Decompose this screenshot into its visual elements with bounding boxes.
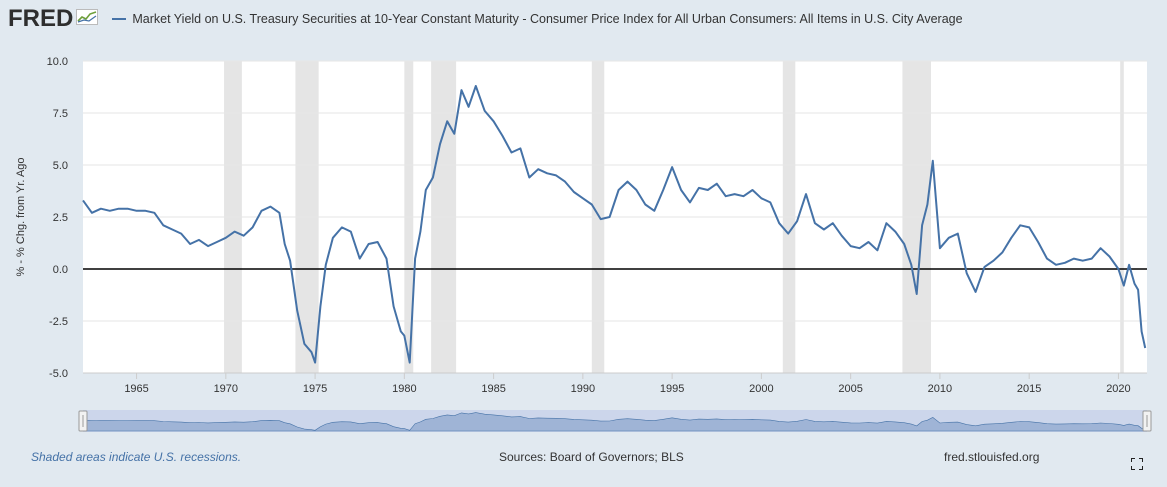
y-tick-label: -2.5 xyxy=(49,316,68,328)
y-axis: 10.0 7.5 5.0 2.5 0.0 -2.5 -5.0 xyxy=(47,56,68,380)
x-tick-label: 2015 xyxy=(1017,383,1041,395)
x-tick-label: 1990 xyxy=(571,383,595,395)
x-tick-label: 1980 xyxy=(392,383,416,395)
sources-text: Sources: Board of Governors; BLS xyxy=(499,450,684,464)
fred-logo[interactable]: FRED xyxy=(8,5,99,33)
y-tick-label: 10.0 xyxy=(47,56,68,68)
y-tick-label: 5.0 xyxy=(53,160,68,172)
x-axis: 1965 1970 1975 1980 1985 1990 1995 2000 2005 2010… xyxy=(83,372,1147,395)
series-line-group xyxy=(82,85,1147,364)
y-axis-label: % - % Chg. from Yr. Ago xyxy=(15,157,27,276)
x-tick-label: 2000 xyxy=(749,383,773,395)
range-navigator[interactable] xyxy=(78,410,1152,432)
graph-header: FRED Market Yield on U.S. Treasury Secur… xyxy=(8,5,963,33)
x-tick-label: 2005 xyxy=(838,383,862,395)
x-tick-label: 1975 xyxy=(303,383,327,395)
line-chart: 10.0 7.5 5.0 2.5 0.0 -2.5 -5.0 1965 1970 1975 198… xyxy=(15,56,1152,432)
y-tick-label: -5.0 xyxy=(49,368,68,380)
logo-text: FRED xyxy=(8,5,74,32)
x-tick-label: 2020 xyxy=(1106,383,1130,395)
x-tick-label: 1985 xyxy=(481,383,505,395)
y-tick-label: 2.5 xyxy=(53,212,68,224)
legend-swatch xyxy=(112,18,127,20)
series-line[interactable] xyxy=(82,85,1147,364)
y-tick-label: 7.5 xyxy=(53,108,68,120)
x-tick-label: 1970 xyxy=(214,383,238,395)
y-tick-label: 0.0 xyxy=(53,264,68,276)
fullscreen-icon[interactable] xyxy=(1130,457,1144,471)
recession-note: Shaded areas indicate U.S. recessions. xyxy=(31,450,242,464)
site-url[interactable]: fred.stlouisfed.org xyxy=(944,450,1040,464)
series-title[interactable]: Market Yield on U.S. Treasury Securities… xyxy=(132,12,963,26)
x-tick-label: 2010 xyxy=(928,383,952,395)
x-tick-label: 1965 xyxy=(124,383,148,395)
x-tick-label: 1995 xyxy=(660,383,684,395)
line-chart-icon xyxy=(76,8,99,30)
navigator-series-area xyxy=(82,412,1146,432)
